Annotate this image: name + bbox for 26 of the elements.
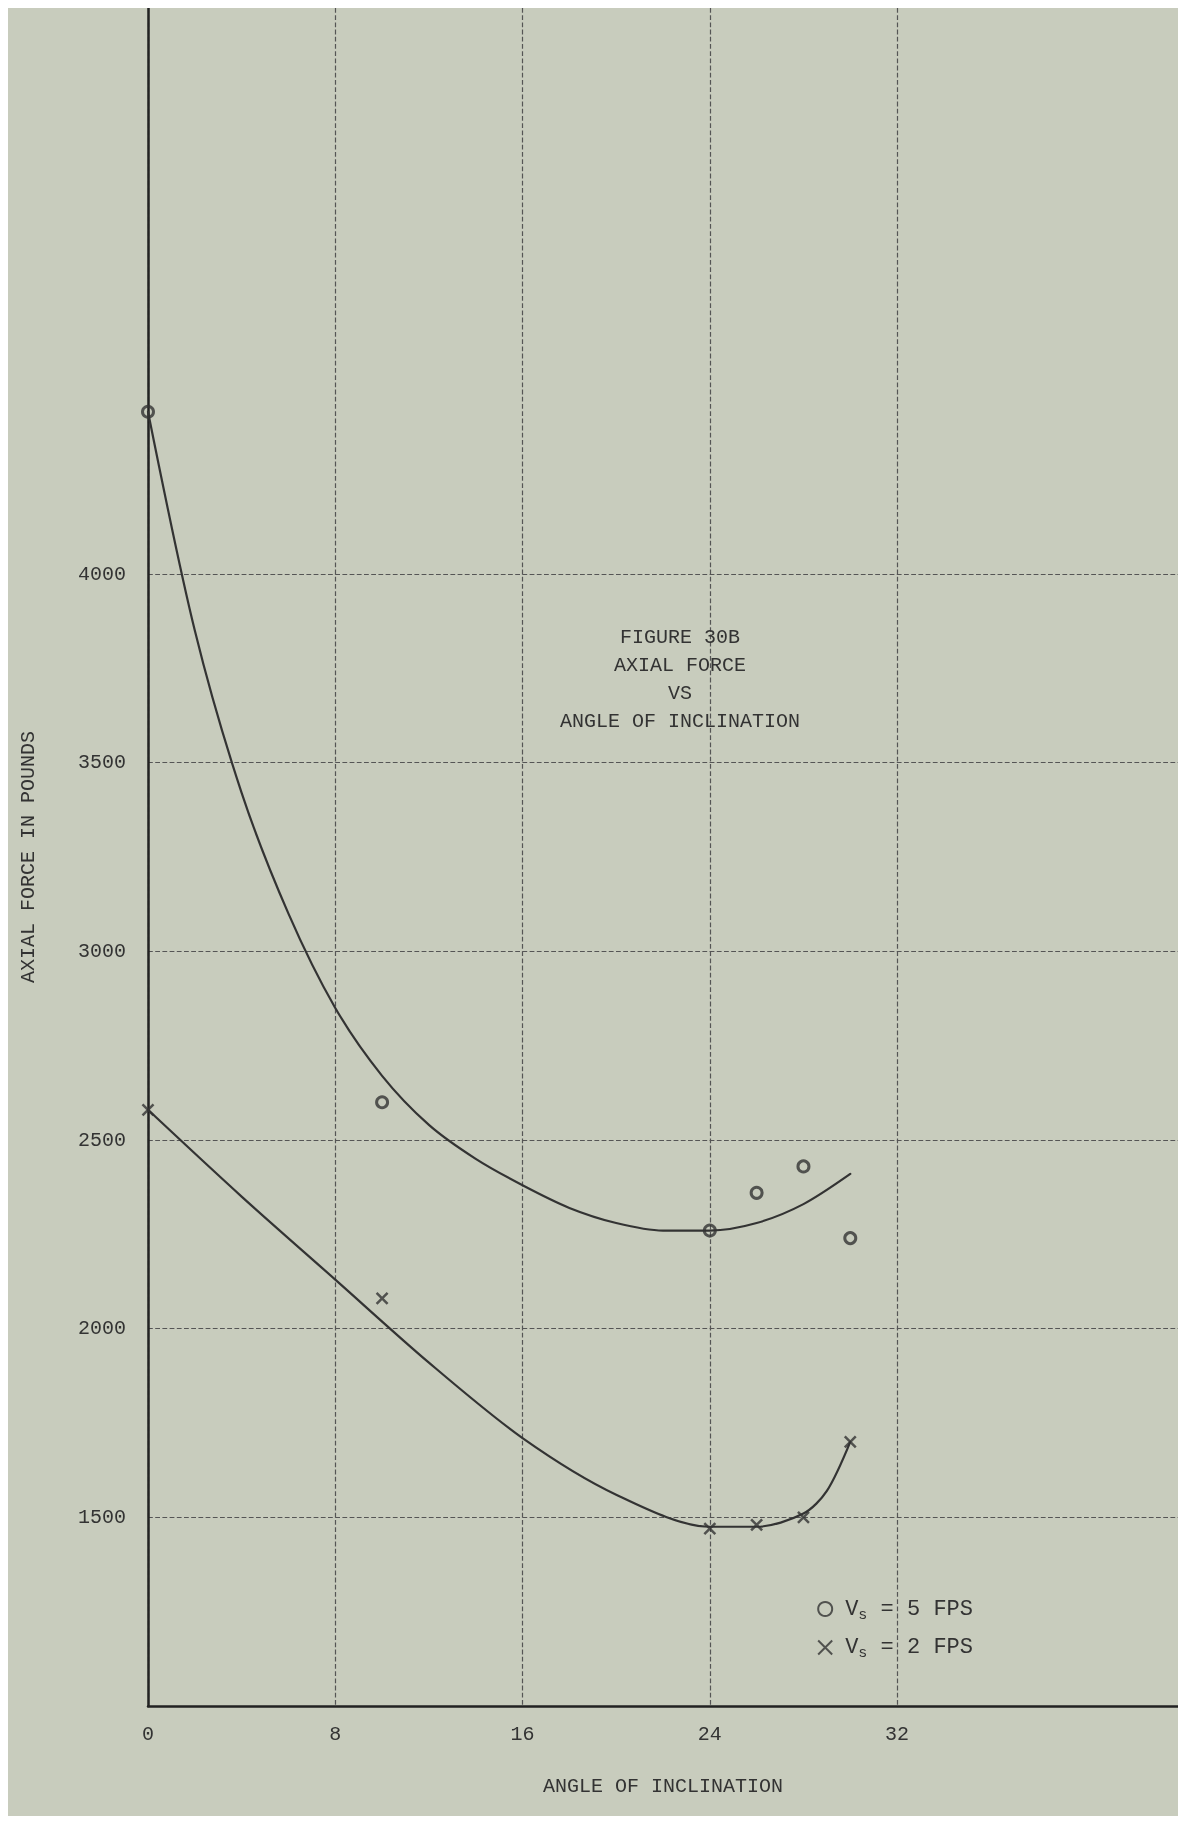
point	[702, 1223, 717, 1238]
x-tick-label: 16	[510, 1722, 535, 1746]
point	[843, 1435, 858, 1449]
point	[141, 1103, 155, 1117]
point	[796, 1510, 811, 1525]
y-tick-label: 1500	[77, 1505, 126, 1529]
y-tick-label: 2500	[77, 1128, 126, 1152]
x-axis-title: ANGLE OF INCLINATION	[542, 1774, 784, 1798]
y-tick-label: 3500	[77, 751, 126, 775]
point	[749, 1185, 764, 1200]
y-axis-title: AXIAL FORCE IN POUNDS	[16, 730, 40, 984]
y-tick-label: 4000	[77, 562, 126, 586]
x-tick-label: 24	[697, 1722, 722, 1746]
point	[703, 1521, 717, 1536]
y-tick-label: 3000	[77, 939, 126, 963]
x-tick-label: 32	[885, 1722, 910, 1746]
point	[375, 1291, 389, 1306]
x-tick-label: 0	[141, 1722, 155, 1746]
point	[843, 1231, 858, 1246]
point	[375, 1095, 390, 1110]
point	[749, 1518, 764, 1532]
point	[796, 1159, 811, 1174]
text: FIGURE 30B AXIAL FORCE VS ANGLE OF INCLINATION	[559, 625, 800, 733]
y-tick-label: 2000	[77, 1317, 126, 1341]
point	[141, 404, 155, 419]
x-tick-label: 8	[329, 1722, 342, 1746]
